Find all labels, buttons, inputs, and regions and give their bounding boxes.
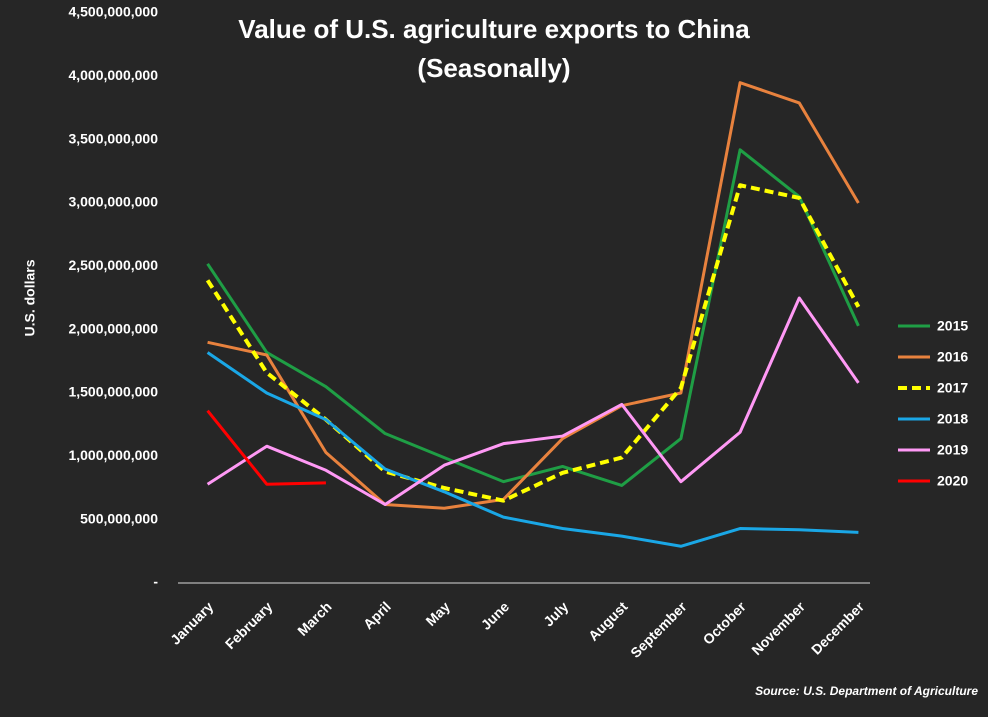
y-tick-label: 2,000,000,000 — [68, 320, 158, 336]
x-tick-label: May — [422, 598, 453, 629]
legend-label: 2019 — [937, 442, 968, 458]
x-tick-label: March — [294, 598, 334, 638]
line-series — [207, 81, 860, 510]
line-series — [206, 409, 326, 486]
chart-subtitle: (Seasonally) — [417, 53, 570, 83]
x-tick-label: September — [627, 598, 690, 661]
legend-label: 2015 — [937, 318, 968, 334]
line-series — [206, 296, 860, 506]
y-tick-label: 2,500,000,000 — [68, 257, 158, 273]
y-tick-label: 3,500,000,000 — [68, 130, 158, 146]
x-tick-label: January — [167, 598, 216, 647]
x-tick-label: October — [700, 598, 750, 648]
y-tick-label: 3,000,000,000 — [68, 194, 158, 210]
y-tick-label: 4,000,000,000 — [68, 67, 158, 83]
line-series — [205, 183, 861, 503]
legend-label: 2020 — [937, 473, 968, 489]
line-series — [206, 148, 860, 487]
x-tick-label: December — [808, 598, 868, 658]
x-tick-label: July — [540, 598, 571, 629]
line-series — [206, 351, 859, 548]
y-tick-label: 500,000,000 — [80, 510, 158, 526]
x-tick-label: June — [478, 598, 513, 633]
chart-title: Value of U.S. agriculture exports to Chi… — [238, 14, 750, 44]
legend-label: 2016 — [937, 349, 968, 365]
x-tick-label: February — [222, 598, 276, 652]
y-tick-label: - — [153, 574, 158, 590]
y-tick-label: 1,500,000,000 — [68, 384, 158, 400]
legend-label: 2018 — [937, 411, 968, 427]
x-tick-label: August — [585, 598, 631, 644]
source: Source: U.S. Department of Agriculture — [755, 684, 978, 698]
legend-label: 2017 — [937, 380, 968, 396]
x-tick-label: April — [360, 598, 394, 632]
x-tick-label: November — [748, 598, 808, 658]
y-tick-label: 4,500,000,000 — [68, 4, 158, 20]
y-axis-label: U.S. dollars — [22, 259, 38, 336]
y-tick-label: 1,000,000,000 — [68, 447, 158, 463]
